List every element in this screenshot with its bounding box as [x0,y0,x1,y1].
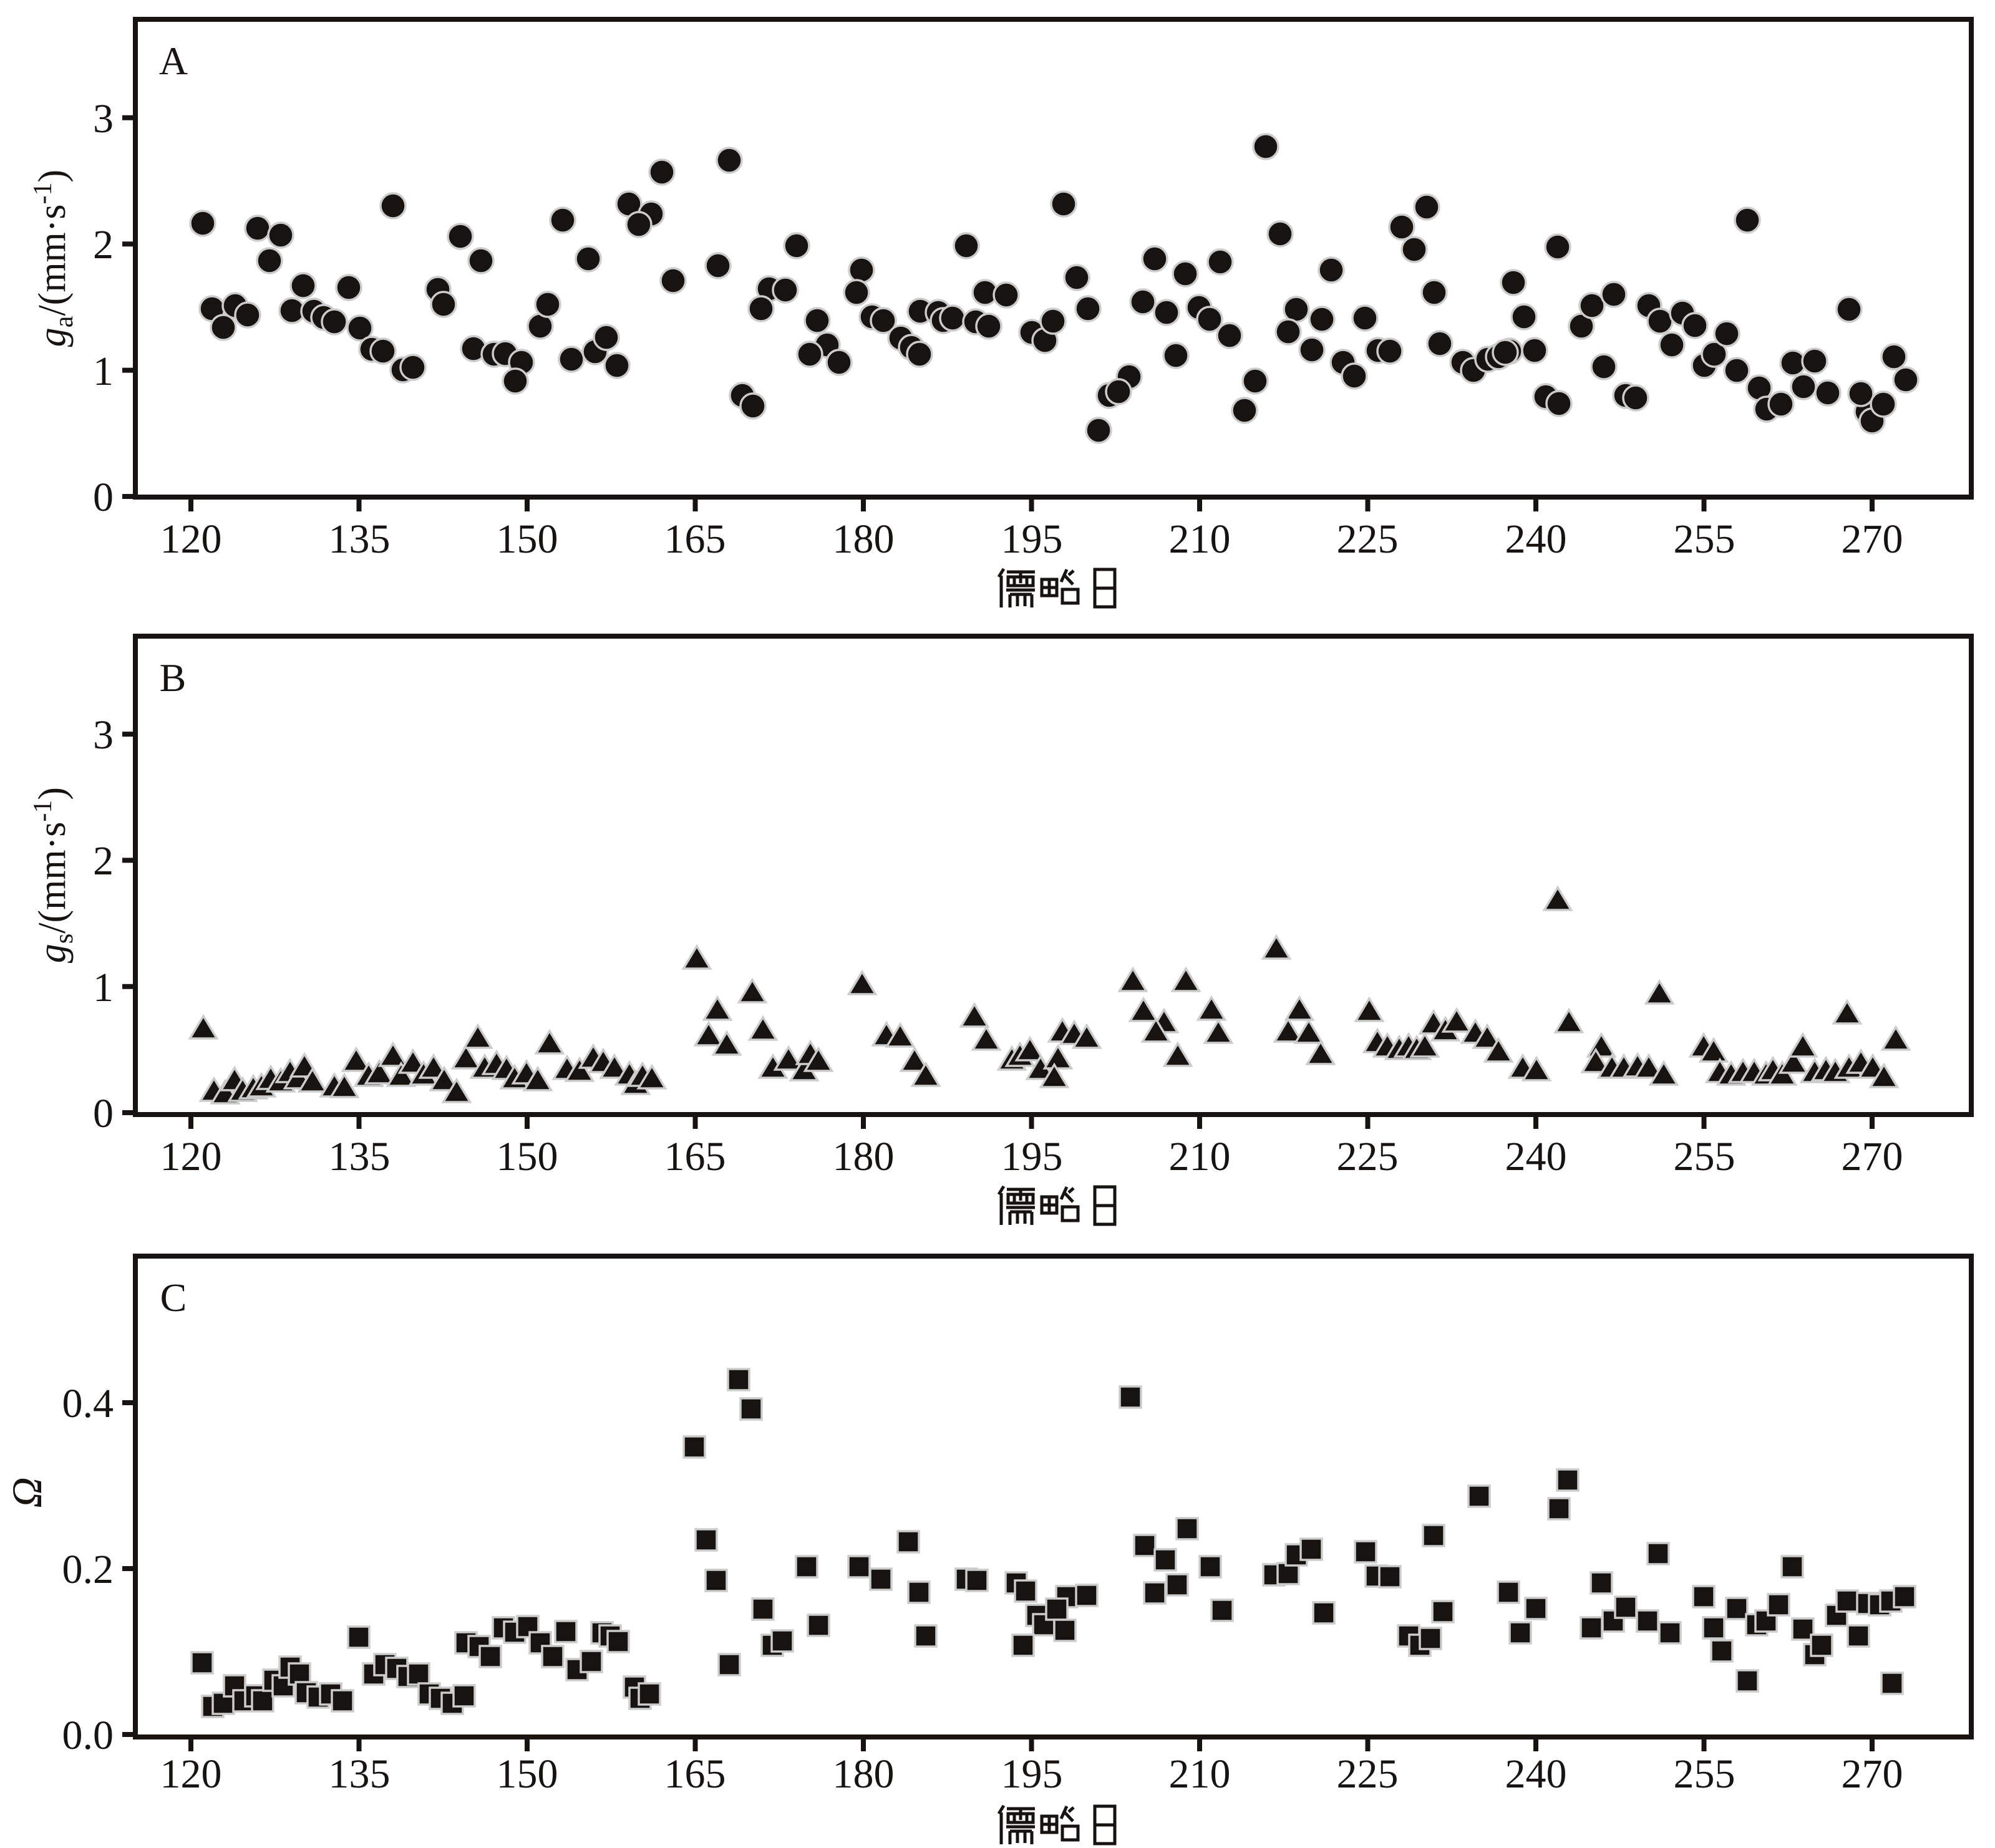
svg-text:135: 135 [329,516,391,562]
svg-text:270: 270 [1842,1134,1903,1179]
svg-text:210: 210 [1169,1751,1231,1797]
svg-text:1: 1 [93,349,114,394]
svg-text:Ω: Ω [3,1477,51,1507]
svg-text:135: 135 [329,1751,391,1797]
svg-text:150: 150 [497,1751,558,1797]
svg-text:225: 225 [1337,1751,1399,1797]
svg-text:270: 270 [1842,1751,1903,1797]
svg-text:3: 3 [93,712,114,758]
svg-text:240: 240 [1505,1751,1567,1797]
svg-text:165: 165 [664,1134,726,1179]
svg-text:225: 225 [1337,516,1399,562]
svg-text:165: 165 [664,516,726,562]
svg-text:255: 255 [1674,1751,1735,1797]
svg-text:240: 240 [1505,516,1567,562]
svg-text:225: 225 [1337,1134,1399,1179]
svg-text:120: 120 [160,516,222,562]
svg-text:210: 210 [1169,516,1231,562]
svg-text:270: 270 [1842,516,1903,562]
svg-text:C: C [160,1275,187,1320]
svg-text:0: 0 [93,475,114,520]
svg-text:180: 180 [833,1134,895,1179]
svg-text:gs/(mm·s-1): gs/(mm·s-1) [29,787,79,963]
svg-text:195: 195 [1001,1751,1063,1797]
svg-text:120: 120 [160,1134,222,1179]
svg-text:180: 180 [833,1751,895,1797]
svg-text:ga/(mm·s-1): ga/(mm·s-1) [29,170,79,347]
svg-text:0.2: 0.2 [62,1547,114,1592]
svg-text:120: 120 [160,1751,222,1797]
svg-text:0.0: 0.0 [62,1713,114,1758]
svg-text:150: 150 [497,516,558,562]
svg-text:180: 180 [833,516,895,562]
svg-text:255: 255 [1674,1134,1735,1179]
svg-text:1: 1 [93,965,114,1010]
svg-text:210: 210 [1169,1134,1231,1179]
svg-text:255: 255 [1674,516,1735,562]
svg-text:2: 2 [93,222,114,268]
svg-text:3: 3 [93,96,114,142]
svg-text:0.4: 0.4 [62,1381,114,1426]
svg-text:B: B [160,656,187,700]
svg-text:240: 240 [1505,1134,1567,1179]
svg-text:135: 135 [329,1134,391,1179]
svg-text:2: 2 [93,838,114,884]
svg-text:195: 195 [1001,516,1063,562]
svg-text:150: 150 [497,1134,558,1179]
svg-text:195: 195 [1001,1134,1063,1179]
svg-text:165: 165 [664,1751,726,1797]
svg-text:0: 0 [93,1091,114,1136]
svg-text:A: A [159,39,188,83]
